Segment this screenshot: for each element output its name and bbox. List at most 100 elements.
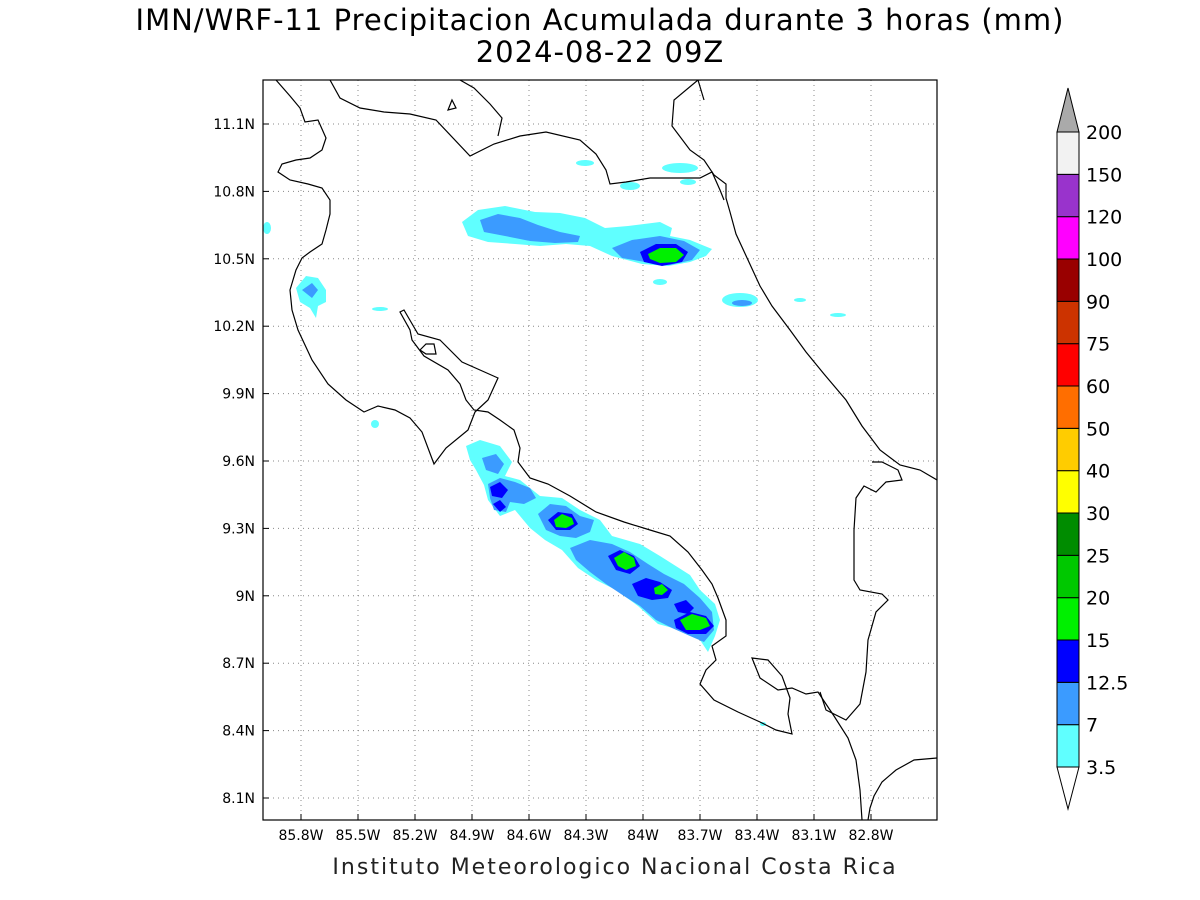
colorbar-swatch bbox=[1056, 427, 1080, 472]
colorbar-swatch bbox=[1056, 512, 1080, 556]
colorbar-swatch bbox=[1056, 681, 1080, 726]
colorbar-label: 150 bbox=[1086, 164, 1122, 186]
lon-tick-label: 85.5W bbox=[335, 828, 380, 844]
colorbar-swatch bbox=[1056, 300, 1080, 345]
rain-band-nicoya bbox=[263, 222, 379, 428]
lon-tick-label: 83.4W bbox=[734, 828, 779, 844]
lat-tick-label: 8.1N bbox=[222, 791, 255, 807]
rain-area-moderate bbox=[302, 283, 318, 298]
lon-tick-label: 84.6W bbox=[506, 828, 551, 844]
colorbar-swatch bbox=[1056, 639, 1080, 683]
colorbar-label: 50 bbox=[1086, 418, 1110, 440]
rain-area-very-heavy bbox=[614, 552, 636, 570]
precipitation-fields bbox=[263, 160, 846, 726]
rain-band-south-pacific bbox=[466, 440, 766, 726]
lon-tick-label: 84W bbox=[627, 828, 659, 844]
lat-tick-label: 10.8N bbox=[213, 184, 255, 200]
colorbar-label: 200 bbox=[1086, 122, 1122, 144]
rain-area-heavy bbox=[674, 600, 694, 614]
colorbar-arrow-low bbox=[1056, 766, 1080, 811]
rain-area-very-heavy bbox=[654, 584, 668, 595]
lat-tick-label: 10.2N bbox=[213, 319, 255, 335]
bocas-coast bbox=[819, 461, 903, 721]
colorbar-label: 60 bbox=[1086, 376, 1110, 398]
lat-tick-label: 11.1N bbox=[213, 117, 255, 133]
colorbar-swatch bbox=[1056, 343, 1080, 387]
colorbar-arrow-high bbox=[1056, 87, 1080, 133]
lat-tick-label: 9.9N bbox=[222, 387, 255, 403]
colorbar-swatch bbox=[1056, 597, 1080, 641]
colorbar-label: 120 bbox=[1086, 207, 1122, 229]
rain-area-light bbox=[576, 160, 594, 166]
rain-area-heavy bbox=[490, 482, 508, 498]
map-title: IMN/WRF-11 Precipitacion Acumulada duran… bbox=[135, 3, 1065, 37]
colorbar-swatch bbox=[1056, 258, 1080, 302]
rain-area-light bbox=[662, 163, 698, 173]
map-frame bbox=[262, 79, 938, 821]
latitude-axis: 11.1N 10.8N 10.5N 10.2N 9.9N 9.6N 9.3N 9N 8.7N 8.… bbox=[213, 117, 269, 807]
colorbar-label: 20 bbox=[1086, 588, 1110, 610]
lat-tick-label: 10.5N bbox=[213, 252, 255, 268]
colorbar-label: 40 bbox=[1086, 461, 1110, 483]
rain-area-light bbox=[680, 179, 696, 185]
lake-shoreline bbox=[459, 80, 503, 137]
rain-area-light bbox=[263, 222, 271, 234]
caribbean-coast bbox=[671, 80, 937, 481]
colorbar-swatch bbox=[1056, 470, 1080, 514]
rain-area-moderate bbox=[480, 214, 580, 243]
colorbar-swatch bbox=[1056, 554, 1080, 599]
rain-band-north bbox=[372, 160, 846, 317]
colorbar-label: 15 bbox=[1086, 630, 1110, 652]
lon-tick-label: 83.7W bbox=[677, 828, 722, 844]
colorbar-swatch bbox=[1056, 131, 1080, 175]
rain-area-light bbox=[620, 182, 640, 190]
longitude-axis: 85.8W 85.5W 85.2W 84.9W 84.6W 84.3W 84W 83.7W 83… bbox=[278, 814, 894, 844]
lat-tick-label: 9N bbox=[236, 589, 255, 605]
rain-area-light bbox=[830, 313, 846, 317]
map-valid-time: 2024-08-22 09Z bbox=[475, 35, 725, 69]
lon-tick-label: 85.2W bbox=[392, 828, 437, 844]
rain-area-light bbox=[371, 420, 379, 428]
rain-area-light bbox=[653, 279, 667, 285]
colorbar-label: 75 bbox=[1086, 334, 1110, 356]
lon-tick-label: 83.1W bbox=[791, 828, 836, 844]
colorbar-swatch bbox=[1056, 173, 1080, 218]
colorbar-label: 3.5 bbox=[1086, 757, 1116, 779]
rain-area-very-heavy bbox=[554, 514, 574, 528]
border-line bbox=[697, 80, 705, 101]
nicaragua-costa-rica-lake-coast bbox=[275, 80, 863, 820]
rain-area-moderate bbox=[732, 300, 752, 306]
credit-line: Instituto Meteorologico Nacional Costa R… bbox=[332, 855, 898, 880]
rain-area-moderate bbox=[482, 454, 504, 474]
colorbar-label: 7 bbox=[1086, 715, 1098, 737]
map-gridlines bbox=[263, 80, 937, 820]
colorbar-label: 25 bbox=[1086, 545, 1110, 567]
nicaragua-coast bbox=[329, 80, 725, 201]
rain-area-very-heavy bbox=[680, 614, 710, 630]
colorbar-label: 12.5 bbox=[1086, 672, 1128, 694]
island bbox=[447, 98, 457, 111]
lat-tick-label: 8.7N bbox=[222, 656, 255, 672]
lon-tick-label: 82.8W bbox=[848, 828, 893, 844]
colorbar-label: 30 bbox=[1086, 503, 1110, 525]
panama-border bbox=[867, 757, 937, 820]
rain-area-light bbox=[794, 298, 806, 302]
rain-area-very-heavy bbox=[648, 248, 684, 263]
colorbar-label: 90 bbox=[1086, 291, 1110, 313]
colorbar-swatch bbox=[1056, 216, 1080, 260]
colorbar: 3.5 7 12.5 15 20 25 30 40 50 60 75 90 100 120 150 200 bbox=[1056, 87, 1128, 811]
colorbar-label: 100 bbox=[1086, 249, 1122, 271]
lon-tick-label: 84.9W bbox=[449, 828, 494, 844]
lon-tick-label: 84.3W bbox=[563, 828, 608, 844]
lat-tick-label: 8.4N bbox=[222, 724, 255, 740]
colorbar-swatch bbox=[1056, 724, 1080, 768]
colorbar-swatch bbox=[1056, 385, 1080, 429]
coastlines bbox=[275, 80, 937, 820]
rain-area-heavy bbox=[493, 500, 506, 512]
lat-tick-label: 9.3N bbox=[222, 521, 255, 537]
lon-tick-label: 85.8W bbox=[278, 828, 323, 844]
rain-area-light bbox=[372, 307, 388, 311]
lat-tick-label: 9.6N bbox=[222, 454, 255, 470]
island bbox=[419, 343, 437, 355]
